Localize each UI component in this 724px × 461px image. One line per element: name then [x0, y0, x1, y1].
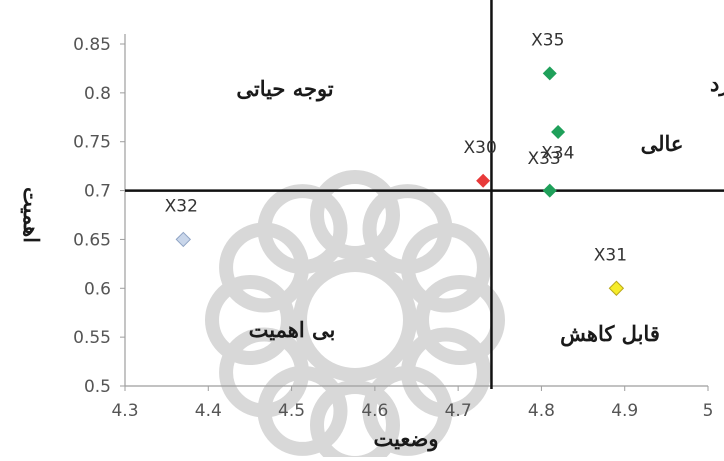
watermark-petal: [415, 275, 505, 365]
quadrant-annotations: توجه حیاتی تداوم عملکرد عالی بی اهمیت قابل ک…: [236, 71, 724, 347]
data-point-x35: [542, 66, 557, 81]
data-label-x34: X34: [541, 144, 574, 164]
x-tick-label: 4.6: [361, 401, 388, 421]
y-axis-ticks: 0.5 0.55 0.6 0.65 0.7 0.75 0.8 0.85: [73, 35, 125, 397]
data-point-x32: [175, 231, 192, 248]
data-point-x34: [542, 183, 557, 198]
x-tick-label: 4.3: [111, 401, 138, 421]
data-label-x32: X32: [165, 196, 198, 216]
quadrant-label-top-right-2: عالی: [641, 131, 684, 156]
watermark-petal: [205, 275, 295, 365]
data-point-x31: [608, 280, 625, 296]
quadrant-label-top-left: توجه حیاتی: [236, 76, 333, 102]
y-tick-label: 0.5: [84, 377, 111, 397]
quadrant-label-bottom-right: قابل کاهش: [560, 321, 660, 347]
watermark-center: [293, 258, 417, 382]
data-label-x33: X33: [527, 149, 560, 169]
x-tick-label: 4.9: [611, 401, 638, 421]
x-tick-label: 4.8: [528, 401, 555, 421]
x-axis-ticks: 4.3 4.4 4.5 4.6 4.7 4.8 4.9 5: [111, 386, 713, 421]
y-tick-label: 0.65: [73, 230, 111, 250]
x-tick-label: 4.7: [445, 401, 472, 421]
y-tick-label: 0.7: [84, 182, 111, 202]
y-tick-label: 0.75: [73, 133, 111, 153]
y-tick-label: 0.85: [73, 35, 111, 55]
quadrant-dividers: [125, 0, 724, 389]
data-label-x31: X31: [594, 245, 627, 265]
data-point-x33: [551, 124, 566, 139]
y-tick-label: 0.55: [73, 328, 111, 348]
x-tick-label: 4.5: [278, 401, 305, 421]
quadrant-label-top-right-1: تداوم عملکرد: [710, 71, 724, 97]
x-axis-title: وضعیت: [373, 426, 438, 452]
x-tick-label: 5: [703, 401, 714, 421]
watermark-petal: [310, 170, 400, 260]
y-tick-label: 0.6: [84, 279, 111, 299]
watermark-petal: [362, 365, 453, 456]
data-label-x35: X35: [531, 30, 564, 50]
data-label-x30: X30: [463, 138, 496, 158]
watermark-petal: [310, 380, 400, 461]
watermark-petal: [219, 327, 310, 418]
y-tick-label: 0.8: [84, 84, 111, 104]
y-axis-title: اهمیت: [19, 187, 44, 243]
x-tick-label: 4.4: [195, 401, 222, 421]
quadrant-label-bottom-left: بی اهمیت: [249, 317, 336, 342]
watermark-petal: [400, 222, 491, 313]
data-point-x30: [476, 173, 491, 188]
